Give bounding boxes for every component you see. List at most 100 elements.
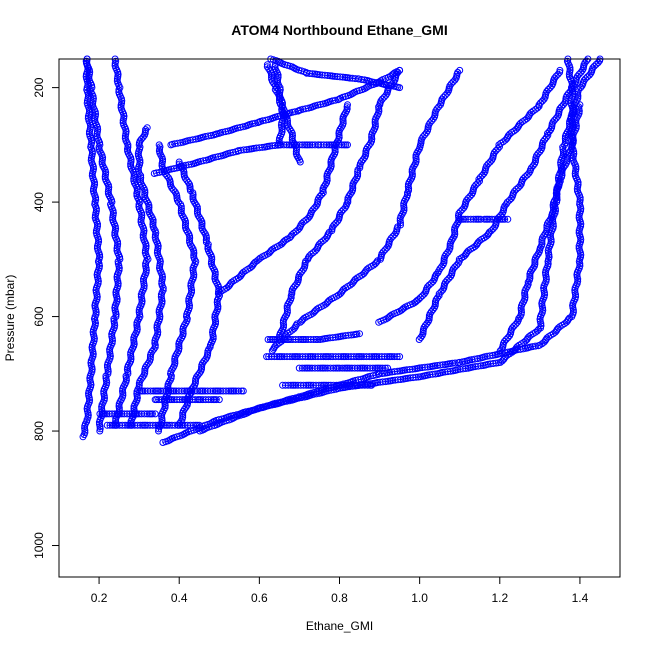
data-point [388,353,396,361]
data-point [566,66,574,74]
data-point [494,145,502,153]
data-point [109,216,117,224]
data-point [554,70,562,78]
data-point [419,133,427,141]
data-point [371,118,379,126]
data-point [575,214,583,221]
data-point [133,321,141,329]
data-point [290,229,298,237]
data-point [141,249,149,257]
data-point [111,231,119,239]
data-point [539,306,547,314]
profile-series [263,353,404,361]
data-point [158,280,166,287]
data-point [320,141,328,149]
profile-series [271,61,288,149]
data-point [222,128,229,136]
data-point [119,391,127,399]
data-point [577,207,585,215]
data-point [122,376,130,384]
data-point [279,319,287,327]
data-point [541,291,549,299]
data-point [566,120,573,128]
data-point [151,233,159,241]
data-point [139,233,147,241]
data-point [511,187,518,195]
data-point [438,263,446,271]
data-point [375,107,383,115]
data-point [89,187,97,195]
data-point [115,88,123,96]
data-point [379,248,387,256]
data-point [113,77,121,85]
data-point [85,130,93,138]
data-point [112,313,120,321]
data-point [329,334,337,342]
data-point [338,208,345,216]
data-point [563,155,571,163]
data-point [307,336,315,343]
data-point [454,68,462,76]
data-point [96,410,104,418]
data-point [315,141,323,149]
data-point [116,410,124,418]
data-point [118,421,126,429]
data-point [356,381,364,389]
data-point [283,397,291,405]
data-point [575,70,583,78]
data-point [143,421,151,429]
data-point [280,141,288,149]
data-point [288,290,296,298]
data-point [464,194,472,202]
profile-series [83,55,124,435]
data-point [440,257,448,265]
data-point [110,315,118,323]
data-point [154,244,162,252]
data-point [451,359,459,367]
data-point [327,364,334,372]
data-point [431,300,439,308]
data-point [118,99,126,107]
profile-series [151,396,223,404]
data-point [558,169,566,177]
data-point [103,421,111,429]
data-point [102,171,109,178]
data-point [158,299,166,307]
data-point [542,275,550,283]
data-point [122,372,130,380]
data-point [156,264,163,272]
data-point [531,342,539,350]
data-point [433,105,441,113]
x-tick-label: 0.8 [331,591,348,605]
data-point [263,353,271,361]
y-axis: 200 400 600 800 1000 [32,77,60,559]
data-point [337,353,345,361]
data-point [92,229,100,237]
profile-line [499,104,581,352]
data-point [492,359,500,367]
data-point [264,336,272,343]
data-point [189,383,197,391]
data-point [185,297,193,305]
data-point [321,364,329,372]
data-point [193,421,201,429]
x-tick-label: 0.2 [91,591,108,605]
data-point [324,334,331,342]
data-point [209,387,217,395]
data-point [344,101,351,109]
data-point [292,336,300,343]
data-point [341,93,349,100]
data-point [501,337,508,345]
data-point [504,215,512,223]
data-point [324,72,332,79]
data-point [94,222,101,230]
data-point [358,353,365,361]
y-tick-label: 200 [32,77,46,97]
data-point [278,128,286,136]
data-point [138,214,146,221]
data-points-layer [79,55,604,446]
data-point [470,215,478,223]
data-point [114,258,122,265]
profile-series [103,421,203,429]
data-point [278,101,286,109]
